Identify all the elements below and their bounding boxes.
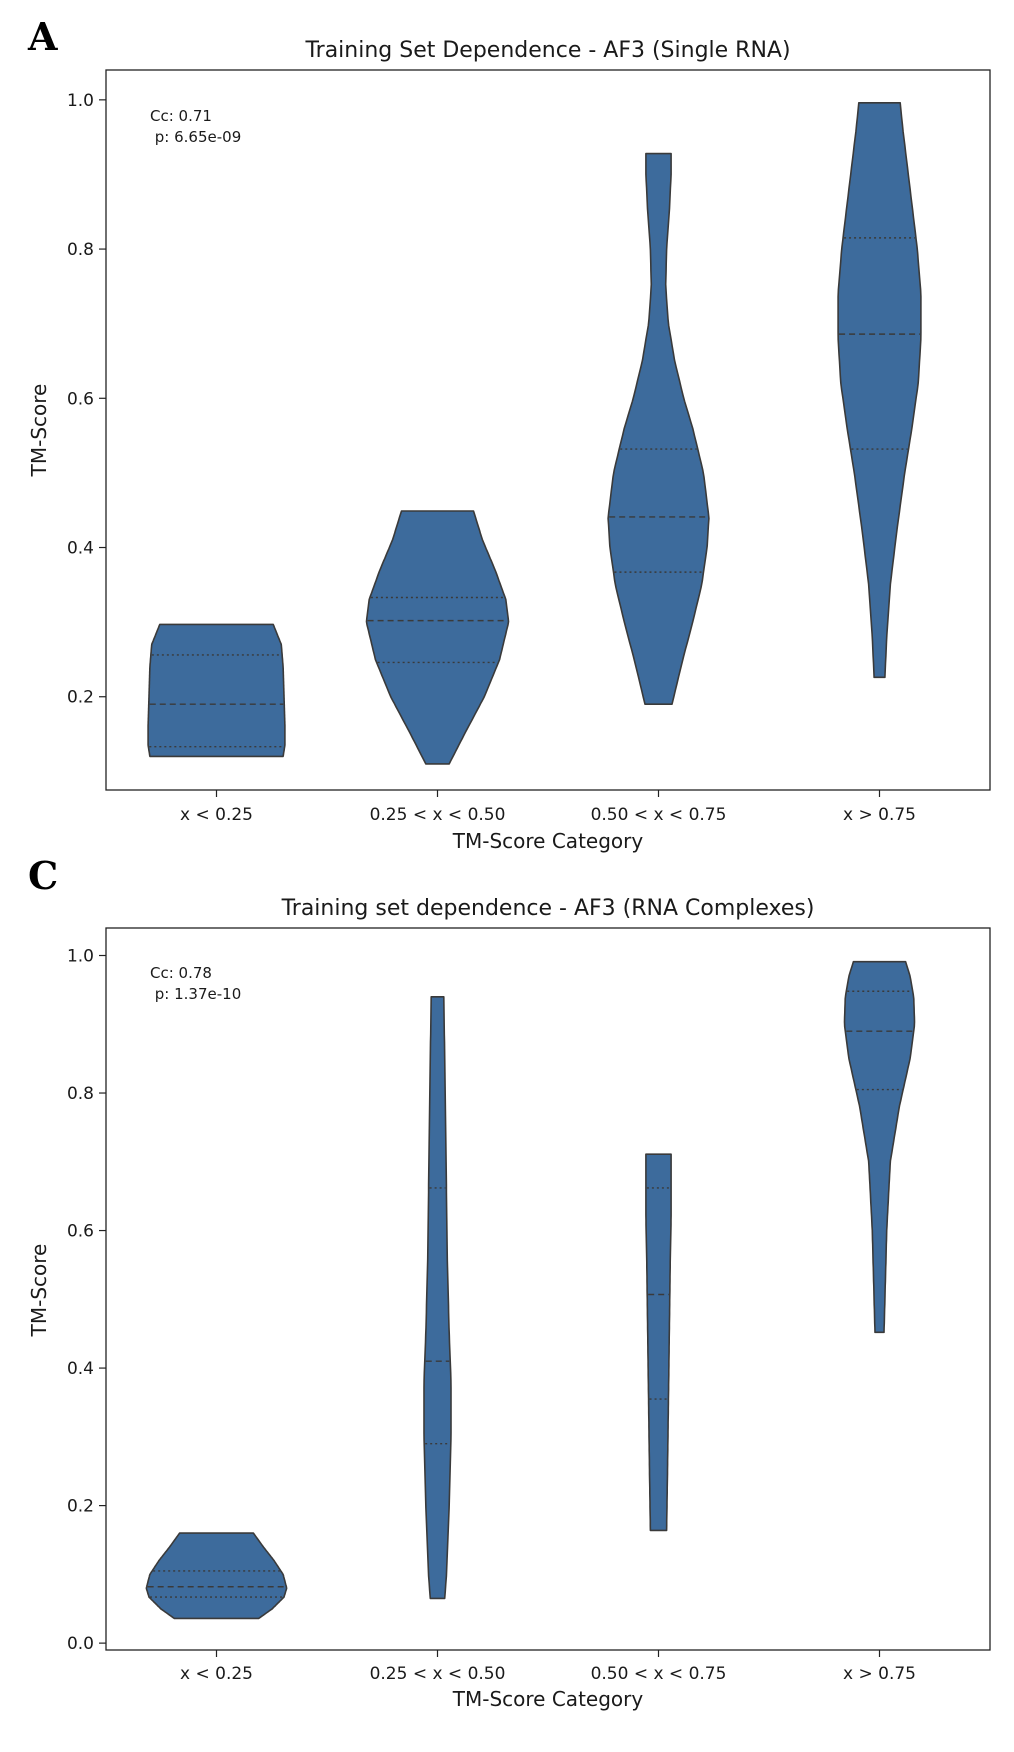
x-tick-label: x < 0.25 (180, 1664, 253, 1684)
x-tick-label: x > 0.75 (843, 1664, 916, 1684)
y-tick-label: 0.2 (67, 688, 94, 708)
y-tick-label: 0.4 (67, 1359, 94, 1379)
x-tick-label: 0.25 < x < 0.50 (370, 805, 506, 825)
panel-a: A Training Set Dependence - AF3 (Single … (27, 14, 991, 853)
x-tick-label: x < 0.25 (180, 805, 253, 825)
y-axis-label-c: TM-Score (27, 1244, 51, 1338)
correlation-annotation-a: Cc: 0.71 (150, 107, 212, 125)
x-axis-label-a: TM-Score Category (452, 829, 644, 853)
y-ticks-a: 0.2 0.4 0.6 0.8 1.0 (67, 91, 106, 708)
y-ticks-c: 0.0 0.2 0.4 0.6 0.8 1.0 (67, 947, 106, 1654)
y-axis-label-a: TM-Score (27, 384, 51, 478)
x-tick-label: x > 0.75 (843, 805, 916, 825)
y-tick-label: 0.8 (67, 1084, 94, 1104)
violin-body (843, 960, 916, 1334)
p-value-annotation-c: p: 1.37e-10 (150, 985, 241, 1003)
panel-letter-a: A (27, 14, 58, 59)
chart-title-a: Training Set Dependence - AF3 (Single RN… (304, 38, 790, 63)
correlation-annotation-c: Cc: 0.78 (150, 964, 212, 982)
y-tick-label: 1.0 (67, 947, 94, 967)
y-tick-label: 1.0 (67, 91, 94, 111)
y-tick-label: 0.6 (67, 389, 94, 409)
x-ticks-c: x < 0.25 0.25 < x < 0.50 0.50 < x < 0.75 x … (180, 1650, 916, 1684)
y-tick-label: 0.4 (67, 539, 94, 559)
violin-body (145, 1532, 288, 1620)
violin-body (365, 510, 510, 765)
panel-c: C Training set dependence - AF3 (RNA Com… (27, 853, 991, 1711)
plot-frame-a (105, 69, 991, 791)
violin-body (837, 102, 922, 679)
x-tick-label: 0.50 < x < 0.75 (591, 1664, 727, 1684)
y-tick-label: 0.8 (67, 240, 94, 260)
violin-body (423, 996, 452, 1600)
y-tick-label: 0.2 (67, 1497, 94, 1517)
x-ticks-a: x < 0.25 0.25 < x < 0.50 0.50 < x < 0.75 x … (180, 790, 916, 825)
chart-title-c: Training set dependence - AF3 (RNA Compl… (281, 896, 815, 921)
p-value-annotation-a: p: 6.65e-09 (150, 128, 241, 146)
y-tick-label: 0.6 (67, 1222, 94, 1242)
x-tick-label: 0.50 < x < 0.75 (591, 805, 727, 825)
violin-body (645, 1153, 672, 1532)
panel-letter-c: C (28, 853, 58, 898)
x-axis-label-c: TM-Score Category (452, 1687, 644, 1711)
plot-frame-c (105, 927, 991, 1651)
x-tick-label: 0.25 < x < 0.50 (370, 1664, 506, 1684)
violin-body (607, 152, 710, 705)
y-tick-label: 0.0 (67, 1634, 94, 1654)
violin-group-a (147, 102, 922, 765)
violin-group-c (145, 960, 916, 1620)
violin-body (147, 623, 286, 758)
